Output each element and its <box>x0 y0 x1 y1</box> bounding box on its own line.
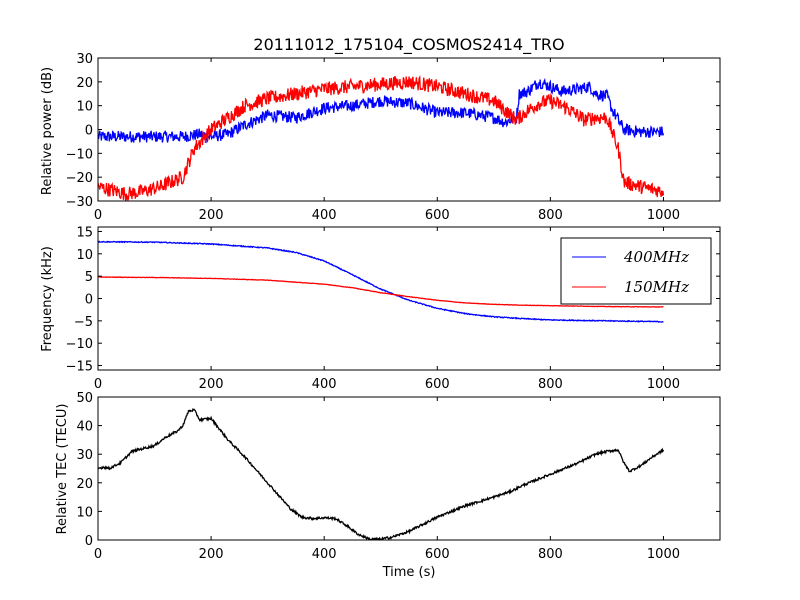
frequency-x-tick-label: 0 <box>94 377 102 392</box>
tec-y-tick-label: 10 <box>76 505 93 520</box>
power-series-1-line <box>98 75 665 201</box>
tec-panel: Relative TEC (TECU) 0 200 400 600 800 1000 0 10… <box>55 391 721 562</box>
frequency-x-tick-label: 1000 <box>647 377 680 392</box>
chart-title: 20111012_175104_COSMOS2414_TRO <box>253 35 564 55</box>
power-y-tick-label: −10 <box>66 147 93 162</box>
frequency-x-tick-label: 400 <box>312 377 337 392</box>
power-x-tick-label: 200 <box>199 208 224 223</box>
legend-frame <box>560 237 712 305</box>
power-series-0-line <box>98 77 665 144</box>
tec-x-tick-label: 600 <box>425 547 450 562</box>
frequency-y-tick-label: 15 <box>76 225 93 240</box>
power-x-tick-label: 0 <box>94 208 102 223</box>
frequency-y-tick-label: −5 <box>74 315 93 330</box>
frequency-x-tick-label: 200 <box>199 377 224 392</box>
frequency-series-400mhz-line <box>98 240 664 323</box>
tec-x-tick-label: 200 <box>199 547 224 562</box>
tec-y-tick-label: 30 <box>76 448 93 463</box>
power-y-tick-label: 30 <box>76 52 93 67</box>
frequency-x-tick-label: 600 <box>425 377 450 392</box>
frequency-series-150mhz-line <box>98 276 664 308</box>
tec-x-tick-label: 1000 <box>647 547 680 562</box>
power-x-tick-label: 600 <box>425 208 450 223</box>
frequency-y-axis-label: Frequency (kHz) <box>40 246 55 352</box>
legend-label-150mhz: 150MHz <box>624 278 689 296</box>
power-panel: Relative power (dB) 0 200 400 600 800 1000−30… <box>40 52 721 223</box>
frequency-x-tick-label: 800 <box>538 377 563 392</box>
frequency-panel: Frequency (kHz) 0 200 400 600 800 1000 −15 −10 −… <box>40 225 721 392</box>
power-y-tick-label: 10 <box>76 100 93 115</box>
tec-y-tick-label: 50 <box>76 391 93 406</box>
x-axis-label: Time (s) <box>382 565 436 580</box>
frequency-legend: 400MHz 150MHz <box>560 237 712 305</box>
tec-y-tick-label: 40 <box>76 420 93 435</box>
power-y-tick-label: −30 <box>66 195 93 210</box>
tec-y-axis-label: Relative TEC (TECU) <box>55 404 70 535</box>
power-x-tick-label: 400 <box>312 208 337 223</box>
power-y-tick-label: −20 <box>66 171 93 186</box>
tec-x-tick-label: 800 <box>538 547 563 562</box>
frequency-y-tick-label: −15 <box>66 360 93 375</box>
tec-x-tick-label: 400 <box>312 547 337 562</box>
power-y-tick-label: 0 <box>85 124 93 139</box>
power-x-tick-label: 1000 <box>647 208 680 223</box>
frequency-y-tick-label: 10 <box>76 248 93 263</box>
power-y-axis-label: Relative power (dB) <box>40 67 55 195</box>
legend-label-400mhz: 400MHz <box>623 248 689 266</box>
tec-x-tick-label: 0 <box>94 547 102 562</box>
frequency-y-tick-label: 5 <box>85 270 93 285</box>
tec-axes-frame <box>97 396 721 541</box>
frequency-y-tick-label: −10 <box>66 337 93 352</box>
tec-series-0-line <box>98 407 665 540</box>
tec-y-tick-label: 20 <box>76 477 93 492</box>
tec-y-tick-label: 0 <box>85 534 93 549</box>
frequency-y-tick-label: 0 <box>85 293 93 308</box>
power-y-tick-label: 20 <box>76 76 93 91</box>
power-x-tick-label: 800 <box>538 208 563 223</box>
